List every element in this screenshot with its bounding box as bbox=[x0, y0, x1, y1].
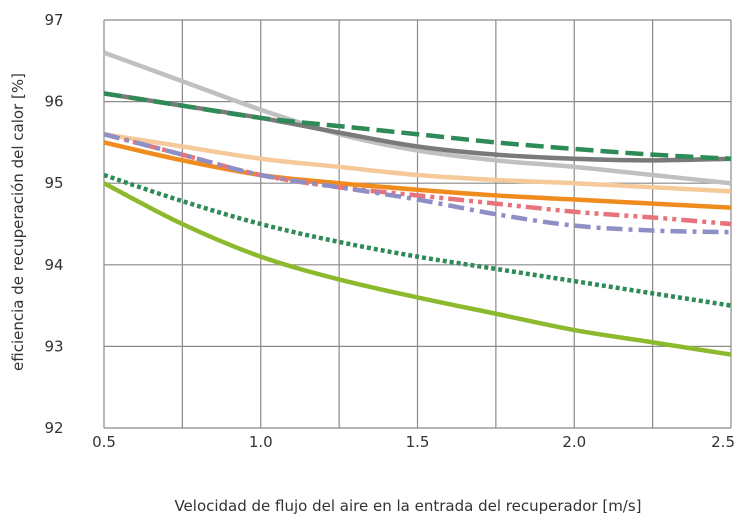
y-tick-label: 97 bbox=[44, 11, 63, 29]
y-tick-label: 96 bbox=[44, 93, 63, 111]
y-tick-label: 93 bbox=[44, 337, 63, 355]
x-tick-label: 2.0 bbox=[562, 433, 586, 451]
y-axis-label: eficiencia de recuperación del calor [%] bbox=[9, 73, 27, 371]
x-tick-label: 2.5 bbox=[711, 433, 735, 451]
x-tick-label: 0.5 bbox=[92, 433, 116, 451]
x-axis-label: Velocidad de flujo del aire en la entrad… bbox=[174, 497, 641, 515]
x-tick-label: 1.5 bbox=[406, 433, 430, 451]
y-tick-label: 95 bbox=[44, 174, 63, 192]
y-tick-label: 92 bbox=[44, 419, 63, 437]
x-tick-label: 1.0 bbox=[249, 433, 273, 451]
y-tick-label: 94 bbox=[44, 256, 63, 274]
